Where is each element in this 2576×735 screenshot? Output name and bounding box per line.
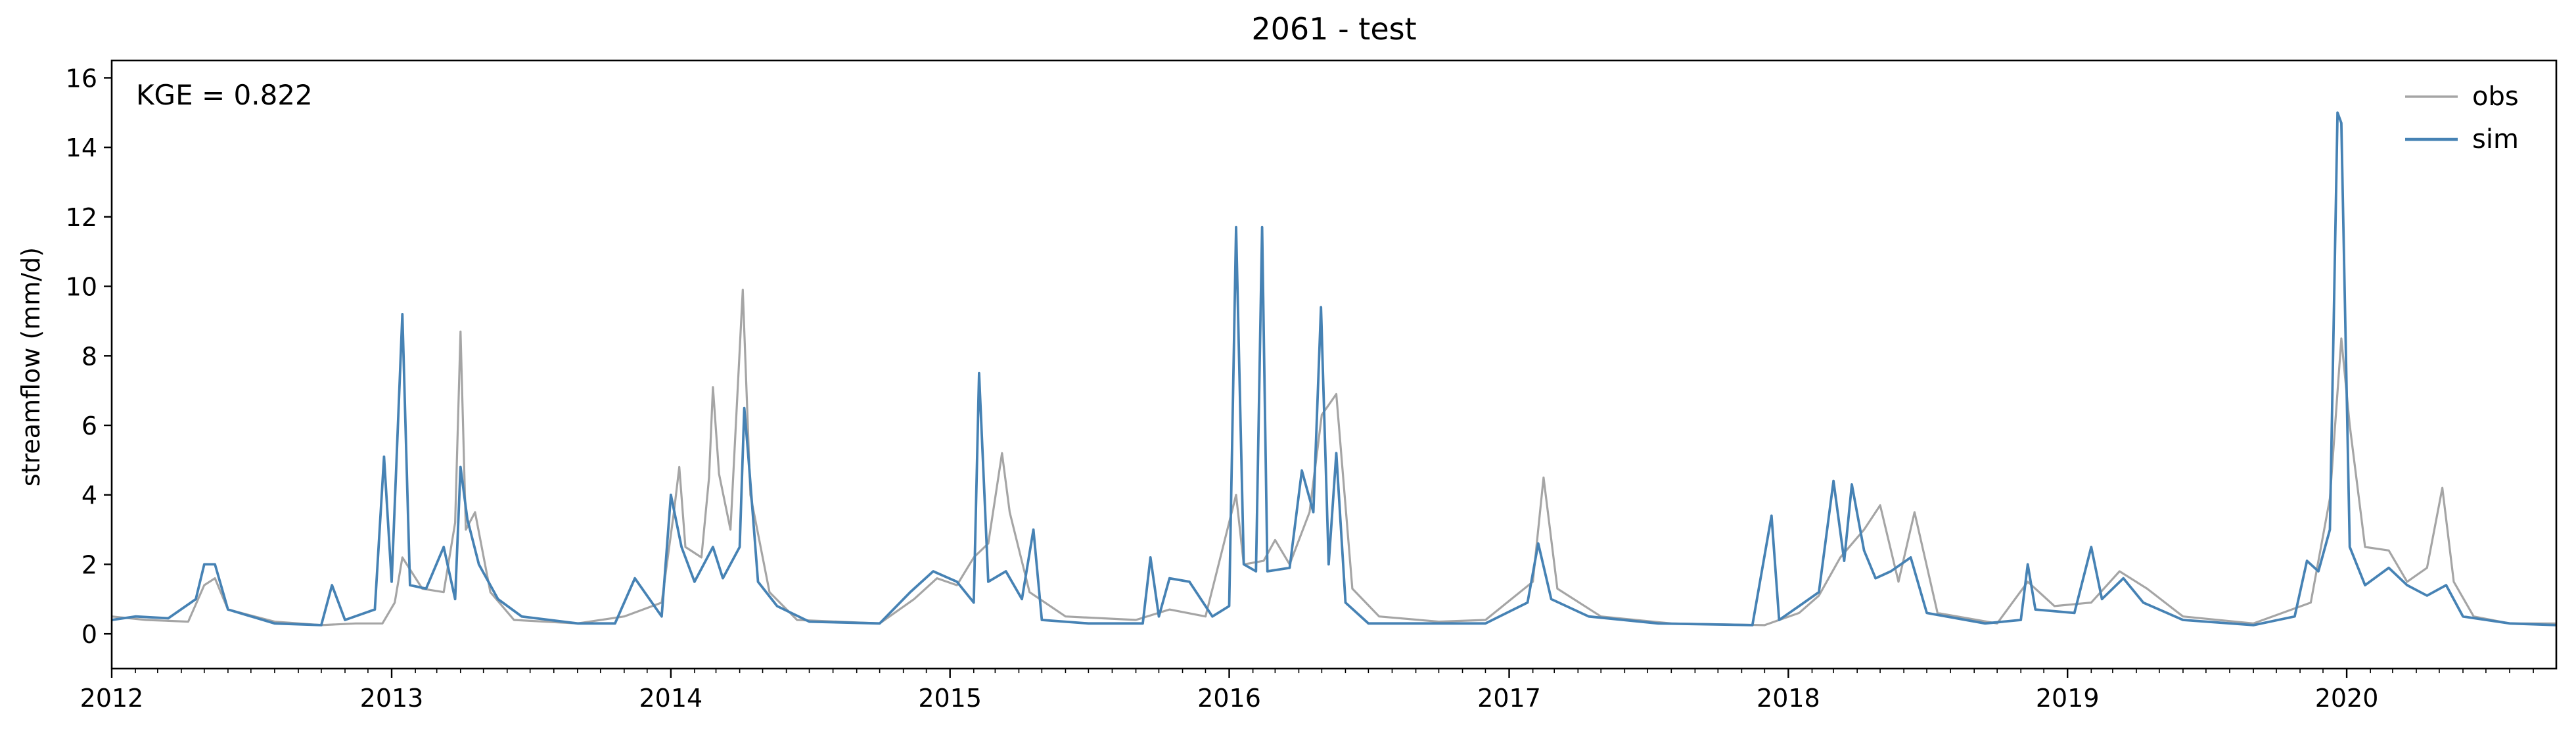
chart-title: 2061 - test (1251, 11, 1416, 47)
x-tick-label: 2018 (1757, 684, 1820, 713)
series-layer (111, 111, 2557, 627)
legend-label-sim: sim (2472, 124, 2519, 154)
y-tick-label: 12 (66, 203, 97, 232)
plot-area: 0 2 4 6 8 10 12 14 16 2012 2013 2014 2015 2016 2017 201… (66, 59, 2558, 713)
ticks-layer: 0 2 4 6 8 10 12 14 16 2012 2013 2014 2015 2016 2017 201… (66, 64, 2534, 713)
x-tick-label: 2012 (80, 684, 144, 713)
plot-frame (110, 59, 2558, 670)
x-tick-label: 2017 (1477, 684, 1541, 713)
legend: obs sim (2405, 82, 2519, 154)
y-tick-label: 16 (66, 64, 97, 93)
x-tick-label: 2019 (2036, 684, 2100, 713)
x-tick-label: 2013 (360, 684, 424, 713)
legend-label-obs: obs (2472, 82, 2519, 112)
x-tick-label: 2020 (2315, 684, 2379, 713)
y-tick-label: 4 (81, 481, 97, 510)
y-tick-label: 14 (66, 133, 97, 162)
x-tick-label: 2015 (918, 684, 982, 713)
series-line-sim (111, 111, 2557, 627)
y-tick-label: 6 (81, 412, 97, 440)
y-tick-label: 0 (81, 620, 97, 649)
x-tick-label: 2016 (1197, 684, 1261, 713)
series-line-obs (111, 289, 2556, 627)
x-tick-label: 2014 (639, 684, 702, 713)
y-tick-label: 8 (81, 342, 97, 371)
y-axis-label: streamflow (mm/d) (16, 247, 45, 486)
kge-annotation: KGE = 0.822 (136, 79, 313, 111)
y-tick-label: 10 (66, 273, 97, 302)
y-tick-label: 2 (81, 550, 97, 579)
